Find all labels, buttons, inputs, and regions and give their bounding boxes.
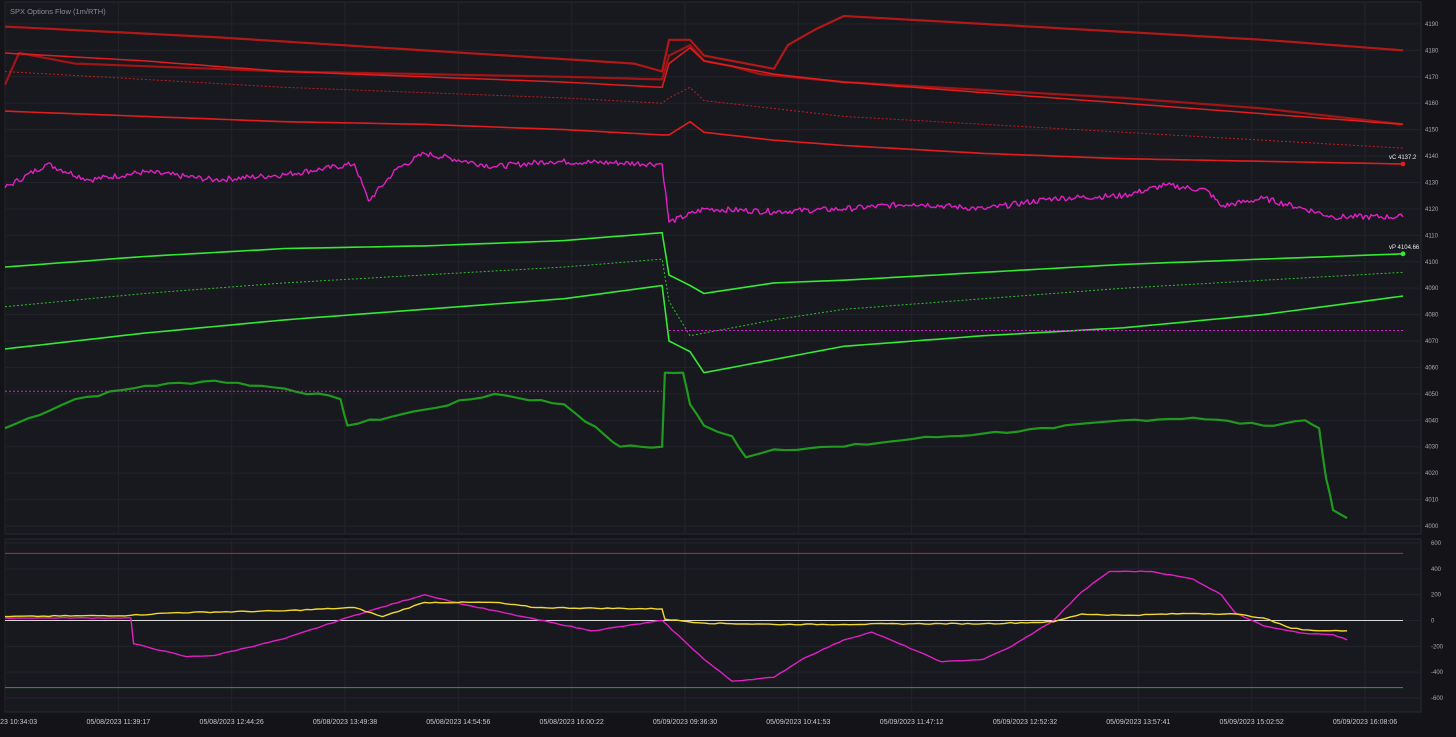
series-line-upper-dark-red-2 (3, 44, 1404, 126)
main-y-tick-label: 4140 (1425, 154, 1439, 160)
osc-y-tick-label: -400 (1431, 670, 1444, 676)
x-axis-tick-label: 05/08/2023 16:00:22 (540, 719, 604, 726)
x-axis-tick-label: 05/09/2023 12:52:32 (993, 719, 1057, 726)
main-y-tick-label: 4020 (1425, 471, 1439, 477)
main-y-tick-label: 4010 (1425, 498, 1439, 504)
series-line-dark-green (4, 371, 1348, 520)
main-y-tick-label: 4000 (1425, 524, 1439, 530)
main-y-tick-label: 4050 (1425, 392, 1439, 398)
oscillator-pane: -600 -400 -200 0 200 400 600 05/08/2023 10:34:0… (0, 538, 1444, 726)
x-axis-tick-label: 05/08/2023 10:34:03 (0, 719, 37, 726)
oscillator-pane-frame (4, 538, 1422, 713)
x-axis-tick-label: 05/08/2023 14:54:56 (426, 719, 490, 726)
main-y-tick-label: 4170 (1425, 75, 1439, 81)
main-y-tick-label: 4040 (1425, 418, 1439, 424)
last-value-label: vC 4137.2 (1389, 155, 1417, 161)
series-line-yellow-flow (4, 601, 1348, 632)
series-line-green-solid-mid (4, 284, 1404, 374)
series-line-red-solid-a (4, 46, 1404, 126)
series-line-green-dotted (4, 258, 1404, 337)
main-y-tick-label: 4070 (1425, 339, 1439, 345)
main-y-tick-label: 4110 (1425, 233, 1439, 239)
main-y-tick-label: 4120 (1425, 207, 1439, 213)
x-axis-tick-label: 05/09/2023 15:02:52 (1220, 719, 1284, 726)
main-y-tick-label: 4160 (1425, 101, 1439, 107)
x-axis-tick-label: 05/09/2023 10:41:53 (766, 719, 830, 726)
x-axis-tick-label: 05/09/2023 11:47:12 (880, 719, 944, 726)
last-value-label: vP 4104.66 (1389, 245, 1420, 251)
x-axis-tick-label: 05/09/2023 13:57:41 (1106, 719, 1170, 726)
main-y-tick-label: 4080 (1425, 313, 1439, 319)
x-axis-tick-label: 05/08/2023 12:44:26 (200, 719, 264, 726)
last-value-marker (1400, 251, 1406, 257)
osc-y-tick-label: -200 (1431, 644, 1444, 650)
series-line-magenta-price (4, 151, 1404, 223)
main-y-tick-label: 4190 (1425, 22, 1439, 28)
main-y-tick-label: 4030 (1425, 445, 1439, 451)
main-y-tick-label: 4130 (1425, 180, 1439, 186)
x-axis-tick-label: 05/08/2023 13:49:38 (313, 719, 377, 726)
main-pane-frame (4, 1, 1422, 535)
osc-y-tick-label: -600 (1431, 696, 1444, 702)
main-y-tick-label: 4060 (1425, 365, 1439, 371)
osc-y-tick-label: 200 (1431, 593, 1442, 599)
main-y-tick-label: 4100 (1425, 260, 1439, 266)
series-line-magenta-flow (4, 570, 1348, 682)
osc-y-tick-label: 600 (1431, 541, 1442, 547)
main-y-tick-label: 4180 (1425, 48, 1439, 54)
series-line-red-solid-b (4, 110, 1404, 165)
osc-y-tick-label: 0 (1431, 619, 1435, 625)
main-y-tick-label: 4150 (1425, 128, 1439, 134)
series-line-upper-dark-red-1 (4, 14, 1404, 73)
last-value-marker (1400, 161, 1406, 167)
series-line-red-dotted (4, 71, 1404, 149)
osc-y-tick-label: 400 (1431, 567, 1442, 573)
x-axis-tick-label: 05/09/2023 09:36:30 (653, 719, 717, 726)
chart-title: SPX Options Flow (1m/RTH) (10, 7, 106, 16)
main-y-tick-label: 4090 (1425, 286, 1439, 292)
main-pane: 4000 4010 4020 4030 4040 4050 4060 4070 4080 4090… (3, 1, 1439, 535)
x-axis-tick-label: 05/08/2023 11:39:17 (86, 719, 150, 726)
x-axis-tick-label: 05/09/2023 16:08:06 (1333, 719, 1397, 726)
series-line-green-solid-top (4, 231, 1404, 295)
